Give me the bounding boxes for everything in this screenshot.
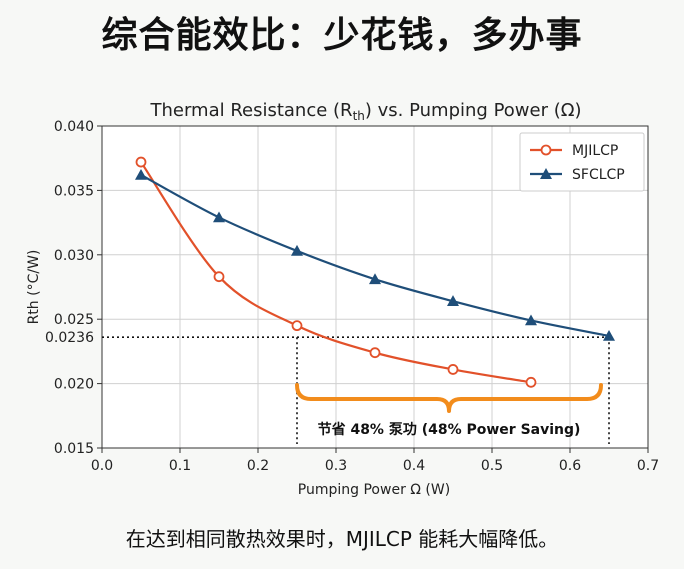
data-point-mjilcp: [447, 364, 459, 375]
legend-label-sfclcp: SFCLCP: [572, 167, 625, 183]
data-point-sfclcp: [603, 329, 615, 341]
y-tick-label: 0.040: [54, 119, 94, 135]
y-axis-label: Rth (°C/W): [26, 250, 42, 325]
chart-title: Thermal Resistance (Rth) vs. Pumping Pow…: [149, 100, 581, 123]
data-point-mjilcp: [291, 320, 303, 332]
plot-frame: [101, 125, 649, 449]
y-tick-label: 0.025: [54, 312, 94, 328]
reference-value-label: 0.0236: [45, 330, 94, 346]
data-point-mjilcp: [369, 347, 381, 359]
legend-box: [519, 132, 645, 192]
x-tick-label: 0.2: [247, 458, 269, 474]
caption: 在达到相同散热效果时，MJILCP 能耗大幅降低。: [125, 527, 559, 551]
data-point-mjilcp: [525, 376, 537, 388]
savings-brace: [295, 383, 603, 413]
y-tick-label: 0.035: [54, 183, 94, 199]
y-tick-label: 0.030: [54, 248, 94, 264]
data-point-sfclcp: [291, 244, 303, 256]
y-tick-label: 0.015: [54, 441, 94, 457]
legend-label-mjilcp: MJILCP: [572, 143, 618, 159]
data-point-sfclcp: [213, 211, 225, 223]
x-tick-label: 0.6: [559, 458, 581, 474]
y-tick-label: 0.020: [54, 377, 94, 393]
x-tick-label: 0.3: [325, 458, 347, 474]
x-tick-label: 0.1: [169, 458, 191, 474]
data-point-sfclcp: [369, 273, 381, 285]
legend-marker-mjilcp: [540, 144, 552, 156]
data-point-mjilcp: [135, 156, 147, 168]
x-axis-label: Pumping Power Ω (W): [298, 482, 450, 498]
data-point-sfclcp: [447, 295, 459, 306]
x-tick-label: 0.7: [637, 458, 659, 474]
saving-label: 节省 48% 泵功 (48% Power Saving): [318, 421, 581, 438]
legend: MJILCP SFCLCP: [519, 132, 645, 192]
data-point-sfclcp: [135, 168, 147, 180]
legend-marker-sfclcp: [540, 168, 552, 179]
headline: 综合能效比：少花钱，多办事: [101, 15, 583, 56]
x-tick-label: 0.4: [403, 458, 425, 474]
x-tick-label: 0.0: [91, 458, 113, 474]
data-point-sfclcp: [525, 314, 537, 326]
data-point-mjilcp: [213, 271, 225, 283]
x-tick-label: 0.5: [481, 458, 503, 474]
